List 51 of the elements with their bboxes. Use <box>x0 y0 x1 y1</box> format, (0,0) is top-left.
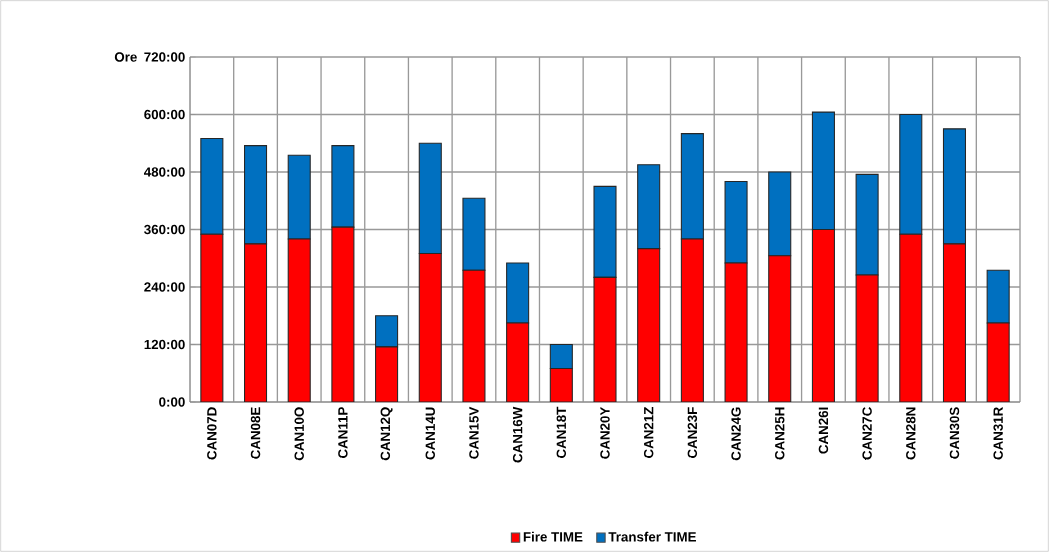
y-tick-label: 240:00 <box>144 282 185 292</box>
bar <box>942 243 967 402</box>
bar <box>375 315 399 348</box>
legend-label: Fire TIME <box>523 531 583 542</box>
y-axis-title: Ore <box>114 52 137 62</box>
x-tick-label: CAN16W <box>512 406 523 463</box>
x-tick-label: CAN14U <box>425 407 435 460</box>
y-tick-label: 360:00 <box>144 224 185 235</box>
x-tick-label: CAN28N <box>906 407 916 460</box>
x-tick-label: CAN07D <box>207 407 217 460</box>
y-tick-label: 120:00 <box>144 339 185 350</box>
bar <box>506 262 530 324</box>
bar <box>418 252 442 402</box>
x-tick-label: CAN20Y <box>600 406 610 459</box>
bar <box>243 243 268 402</box>
x-tick-label: CAN27C <box>862 407 872 460</box>
x-tick-label: CAN25H <box>775 407 785 460</box>
y-tick-label: 600:00 <box>144 109 185 120</box>
y-tick-label: 720:00 <box>144 52 185 62</box>
bar <box>724 262 748 402</box>
bar <box>986 322 1010 402</box>
bar <box>637 248 661 402</box>
x-tick-label: CAN24G <box>731 407 741 461</box>
x-tick-label: CAN18T <box>556 406 567 459</box>
bar <box>899 233 923 402</box>
bar <box>375 346 399 402</box>
x-tick-label: CAN15V <box>469 406 479 459</box>
bar <box>593 276 617 402</box>
x-tick-label: CAN21Z <box>643 407 654 459</box>
x-tick-label: CAN23F <box>687 407 698 459</box>
x-tick-label: CAN08E <box>250 407 261 459</box>
bar <box>506 322 530 402</box>
bar <box>549 343 573 369</box>
y-tick-label: 480:00 <box>143 167 185 177</box>
bar <box>680 238 704 402</box>
x-tick-label: CAN11P <box>338 407 348 459</box>
bar <box>462 269 486 402</box>
bar <box>287 238 311 402</box>
bar <box>811 228 835 402</box>
bar <box>331 226 355 402</box>
x-tick-label: CAN12Q <box>380 407 393 461</box>
bar <box>200 233 224 402</box>
y-tick-label: 0:00 <box>159 397 185 407</box>
x-tick-label: CAN30S <box>949 407 960 459</box>
legend-label: Transfer TIME <box>608 531 696 542</box>
bar <box>768 255 792 402</box>
x-tick-label: CAN31R <box>993 406 1003 460</box>
x-tick-label: CAN26I <box>818 407 829 454</box>
bar <box>855 274 879 402</box>
x-tick-label: CAN10O <box>294 407 304 461</box>
bar <box>549 367 573 402</box>
